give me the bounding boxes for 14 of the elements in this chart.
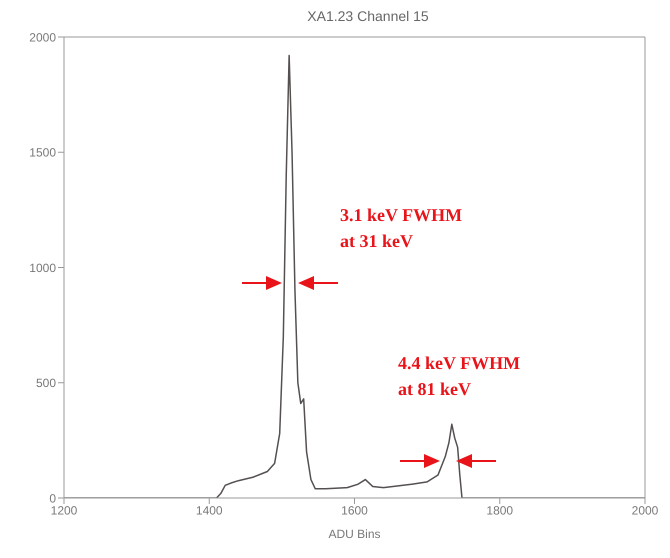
y-tick-label: 2000	[29, 30, 56, 44]
x-tick-label: 1800	[486, 504, 514, 518]
annotation: 3.1 keV FWHM at 31 keV	[340, 205, 462, 251]
y-tick-label: 1500	[29, 146, 56, 160]
chart-title: XA1.23 Channel 15	[306, 8, 430, 26]
annotation: 4.4 keV FWHM at 81 keV	[398, 353, 520, 399]
x-tick-label: 1600	[341, 504, 368, 518]
y-tick-label: 1000	[29, 260, 56, 275]
x-tick-label: 1400	[196, 504, 223, 518]
y-tick-label: 500	[36, 376, 56, 390]
x-tick-label: 2000	[632, 504, 659, 518]
x-axis-title: ADU Bins	[328, 527, 381, 541]
y-tick-label: 0	[49, 491, 56, 506]
x-tick-label: 1200	[50, 504, 78, 518]
